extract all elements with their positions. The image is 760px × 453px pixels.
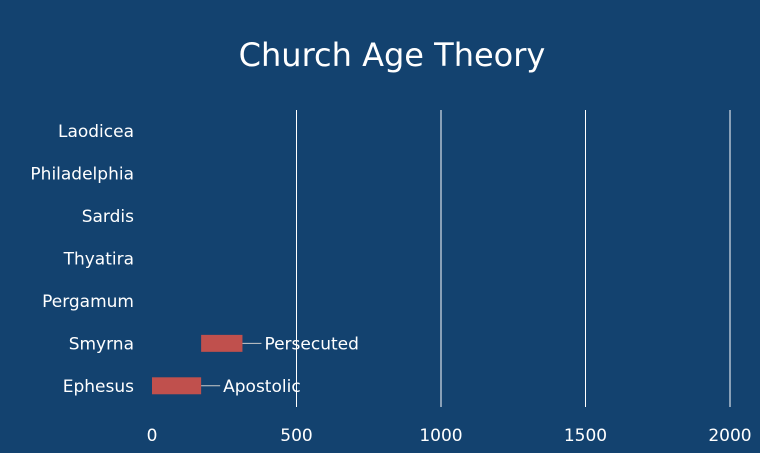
data-label: Persecuted [264,334,358,354]
labels: 0 500 1000 1500 2000 Ephesus Smyrna Pergamum Thy… [30,122,751,446]
category-label: Sardis [82,207,134,227]
data-label: Apostolic [223,377,301,397]
x-tick-label: 1500 [564,426,607,446]
gridlines [296,110,731,407]
x-tick-label: 1000 [419,426,462,446]
x-tick-label: 500 [280,426,312,446]
category-label: Laodicea [58,122,134,142]
bars [152,334,243,395]
category-label: Thyatira [63,250,134,270]
bar [201,334,243,352]
bar [152,377,202,395]
chart-title: Church Age Theory [239,36,546,74]
x-tick-label: 2000 [708,426,751,446]
x-tick-label: 0 [147,426,158,446]
category-label: Smyrna [69,334,134,354]
category-label: Ephesus [63,377,134,397]
category-label: Philadelphia [30,165,134,185]
category-label: Pergamum [42,292,134,312]
